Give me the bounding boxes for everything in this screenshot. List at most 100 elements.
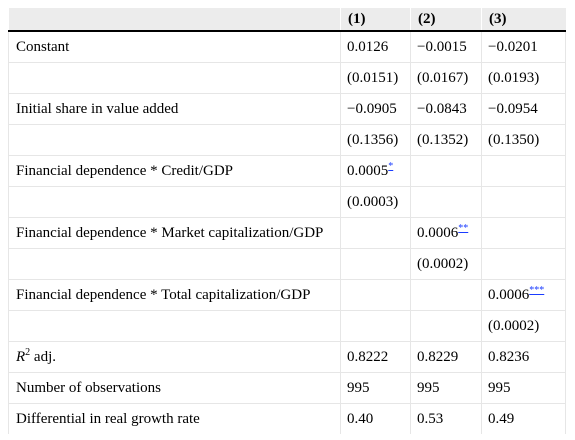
cell-value: (0.0193) bbox=[488, 69, 540, 86]
cell-value: 0.8229 bbox=[417, 348, 459, 365]
header-cell-model-1: (1) bbox=[340, 8, 411, 32]
row-label-text: Financial dependence * Total capitalizat… bbox=[16, 286, 311, 303]
table-row: (0.0002) bbox=[8, 310, 566, 342]
row-label bbox=[8, 62, 341, 94]
table-cell bbox=[410, 155, 482, 187]
table-cell: 0.53 bbox=[410, 403, 482, 434]
cell-value: 0.0006 bbox=[488, 286, 530, 303]
row-label: Financial dependence * Total capitalizat… bbox=[8, 279, 341, 311]
cell-value: −0.0015 bbox=[417, 38, 467, 55]
row-label: R2 adj. bbox=[8, 341, 341, 373]
row-label-text: adj. bbox=[30, 348, 56, 365]
row-label-text: Financial dependence * Credit/GDP bbox=[16, 162, 234, 179]
r-squared-symbol: R bbox=[16, 348, 26, 365]
cell-value: (0.1352) bbox=[417, 131, 469, 148]
row-label: Constant bbox=[8, 31, 341, 63]
cell-value: 0.53 bbox=[417, 410, 444, 427]
cell-value: 995 bbox=[417, 379, 440, 396]
table-cell: 0.0006*** bbox=[481, 279, 566, 311]
row-label-text: Constant bbox=[16, 38, 70, 55]
table-cell: (0.1350) bbox=[481, 124, 566, 156]
table-cell: 0.8236 bbox=[481, 341, 566, 373]
cell-value: 0.8222 bbox=[347, 348, 389, 365]
table-cell: 0.40 bbox=[340, 403, 411, 434]
table-cell: (0.0002) bbox=[481, 310, 566, 342]
row-label: Differential in real growth rate bbox=[8, 403, 341, 434]
table-cell bbox=[340, 217, 411, 249]
table-row: Constant 0.0126 −0.0015 −0.0201 bbox=[8, 31, 566, 63]
cell-value: (0.0002) bbox=[488, 317, 540, 334]
cell-value: (0.0002) bbox=[417, 255, 469, 272]
table-cell bbox=[481, 248, 566, 280]
table-cell: 0.49 bbox=[481, 403, 566, 434]
table-cell bbox=[410, 186, 482, 218]
table-row: R2 adj. 0.8222 0.8229 0.8236 bbox=[8, 341, 566, 373]
table-cell: (0.0167) bbox=[410, 62, 482, 94]
significance-footnote-link[interactable]: *** bbox=[529, 284, 545, 296]
cell-value: 0.0005 bbox=[347, 162, 389, 179]
table-cell bbox=[340, 279, 411, 311]
row-label-text: Financial dependence * Market capitaliza… bbox=[16, 224, 324, 241]
table-row: (0.0002) bbox=[8, 248, 566, 280]
table-cell: −0.0843 bbox=[410, 93, 482, 125]
table-cell: −0.0905 bbox=[340, 93, 411, 125]
table-cell: (0.1356) bbox=[340, 124, 411, 156]
table-cell: (0.1352) bbox=[410, 124, 482, 156]
table-row: (0.0003) bbox=[8, 186, 566, 218]
cell-value: (0.1350) bbox=[488, 131, 540, 148]
table-cell: 0.0006** bbox=[410, 217, 482, 249]
cell-value: (0.0151) bbox=[347, 69, 399, 86]
row-label: Initial share in value added bbox=[8, 93, 341, 125]
cell-value: (0.0003) bbox=[347, 193, 399, 210]
table-cell: 995 bbox=[340, 372, 411, 404]
row-label-text: Differential in real growth rate bbox=[16, 410, 200, 427]
cell-value: 0.40 bbox=[347, 410, 374, 427]
cell-value: 0.0126 bbox=[347, 38, 389, 55]
cell-value: 0.0006 bbox=[417, 224, 459, 241]
table-cell bbox=[340, 248, 411, 280]
table-header-row: (1) (2) (3) bbox=[8, 8, 566, 32]
cell-value: −0.0201 bbox=[488, 38, 538, 55]
table-cell: (0.0002) bbox=[410, 248, 482, 280]
table-cell: 995 bbox=[481, 372, 566, 404]
table-cell bbox=[410, 310, 482, 342]
row-label-text: Number of observations bbox=[16, 379, 161, 396]
table-cell: (0.0151) bbox=[340, 62, 411, 94]
table-body: Constant 0.0126 −0.0015 −0.0201 (0.0151) (0.0… bbox=[8, 31, 566, 434]
row-label bbox=[8, 186, 341, 218]
regression-results-table: (1) (2) (3) Constant 0.0126 −0.0015 −0.0201… bbox=[8, 8, 566, 434]
row-label: Number of observations bbox=[8, 372, 341, 404]
cell-value: −0.0843 bbox=[417, 100, 467, 117]
cell-value: (0.0167) bbox=[417, 69, 469, 86]
cell-value: 0.8236 bbox=[488, 348, 530, 365]
table-cell bbox=[481, 217, 566, 249]
significance-footnote-link[interactable]: ** bbox=[458, 222, 469, 234]
table-cell bbox=[340, 310, 411, 342]
table-cell: (0.0003) bbox=[340, 186, 411, 218]
row-label bbox=[8, 310, 341, 342]
significance-footnote-link[interactable]: * bbox=[388, 160, 394, 172]
table-cell bbox=[410, 279, 482, 311]
table-row: Financial dependence * Credit/GDP 0.0005* bbox=[8, 155, 566, 187]
cell-value: (0.1356) bbox=[347, 131, 399, 148]
table-cell: 0.8229 bbox=[410, 341, 482, 373]
table-row: (0.0151) (0.0167) (0.0193) bbox=[8, 62, 566, 94]
header-cell-model-2: (2) bbox=[410, 8, 482, 32]
row-label-text: Initial share in value added bbox=[16, 100, 179, 117]
table-cell: 0.0005* bbox=[340, 155, 411, 187]
table-cell: 995 bbox=[410, 372, 482, 404]
table-cell: 0.8222 bbox=[340, 341, 411, 373]
table-row: Differential in real growth rate 0.40 0.53… bbox=[8, 403, 566, 434]
table-cell: −0.0954 bbox=[481, 93, 566, 125]
table-row: Number of observations 995 995 995 bbox=[8, 372, 566, 404]
r-squared-exponent: 2 bbox=[25, 346, 31, 358]
table-cell: −0.0201 bbox=[481, 31, 566, 63]
row-label: Financial dependence * Credit/GDP bbox=[8, 155, 341, 187]
table-cell: 0.0126 bbox=[340, 31, 411, 63]
row-label bbox=[8, 124, 341, 156]
table-row: Initial share in value added −0.0905 −0.08… bbox=[8, 93, 566, 125]
cell-value: 0.49 bbox=[488, 410, 515, 427]
table-row: Financial dependence * Total capitalizat… bbox=[8, 279, 566, 311]
cell-value: −0.0954 bbox=[488, 100, 538, 117]
row-label: Financial dependence * Market capitaliza… bbox=[8, 217, 341, 249]
